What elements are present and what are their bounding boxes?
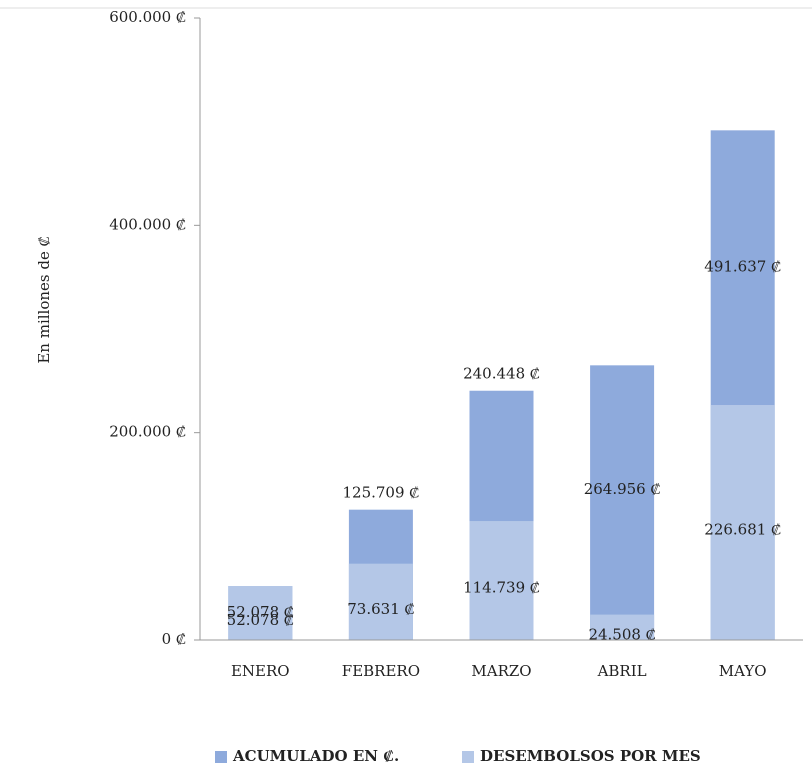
bar bbox=[710, 405, 775, 640]
x-tick-label: ENERO bbox=[231, 662, 290, 680]
value-label: 24.508 ₡ bbox=[588, 625, 655, 643]
y-axis-label: En millones de ₡ bbox=[35, 236, 53, 363]
legend-swatch bbox=[215, 751, 227, 763]
x-tick-label: ABRIL bbox=[597, 662, 647, 680]
value-label: 491.637 ₡ bbox=[704, 258, 781, 276]
value-label: 114.739 ₡ bbox=[463, 579, 540, 597]
value-label: 226.681 ₡ bbox=[704, 521, 781, 539]
value-label: 240.448 ₡ bbox=[463, 365, 540, 383]
bar bbox=[590, 614, 655, 640]
legend-swatch bbox=[462, 751, 474, 763]
value-label: 52.078 ₡ bbox=[227, 611, 294, 629]
bar bbox=[590, 365, 655, 640]
value-label: 52.078 ₡ bbox=[227, 603, 294, 621]
legend-label: DESEMBOLSOS POR MES bbox=[480, 747, 701, 765]
y-tick-label: 400.000 ₡ bbox=[109, 215, 186, 233]
y-tick-label: 600.000 ₡ bbox=[109, 8, 186, 26]
x-tick-label: FEBRERO bbox=[342, 662, 420, 680]
bar bbox=[348, 563, 413, 640]
x-tick-label: MARZO bbox=[471, 662, 531, 680]
bar bbox=[469, 521, 534, 640]
y-tick-label: 0 ₡ bbox=[162, 630, 186, 648]
x-tick-label: MAYO bbox=[719, 662, 767, 680]
value-label: 73.631 ₡ bbox=[347, 600, 414, 618]
value-label: 264.956 ₡ bbox=[584, 480, 661, 498]
value-label: 125.709 ₡ bbox=[342, 484, 419, 502]
y-tick-label: 200.000 ₡ bbox=[109, 423, 186, 441]
legend-label: ACUMULADO EN ₡. bbox=[232, 747, 399, 765]
bar bbox=[228, 586, 293, 640]
